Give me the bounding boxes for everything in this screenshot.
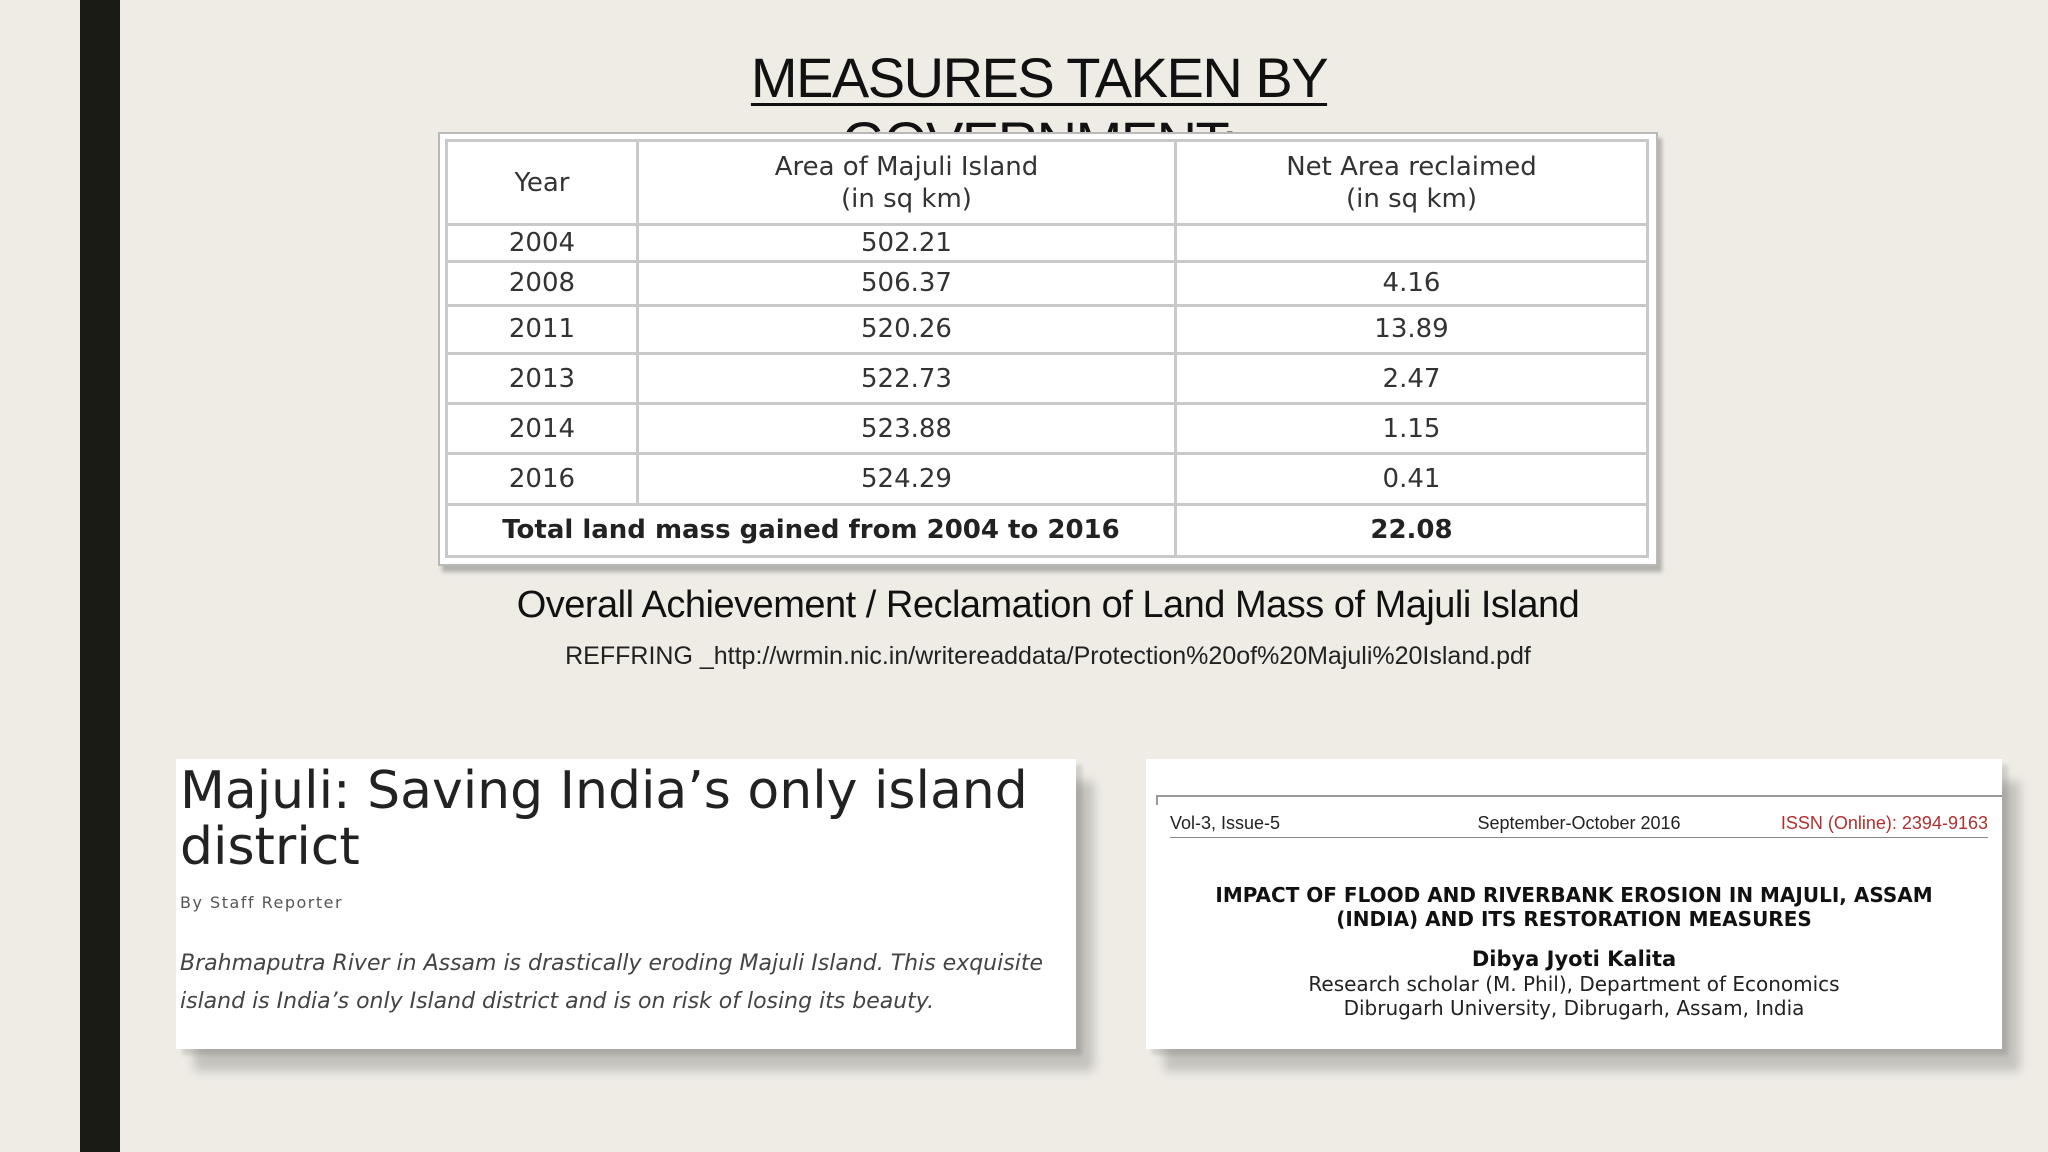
header-net-line1: Net Area reclaimed: [1286, 151, 1537, 182]
land-reclamation-table-image: Year Area of Majuli Island (in sq km) Ne…: [438, 132, 1658, 566]
area-cell: 506.37: [635, 259, 1178, 307]
slide-title: MEASURES TAKEN BY GOVERNMENT:: [600, 46, 1478, 138]
header-net-line2: (in sq km): [1346, 183, 1477, 214]
area-cell: 520.26: [635, 303, 1178, 355]
net-cell: 0.41: [1174, 452, 1649, 506]
table-total-row: Total land mass gained from 2004 to 2016…: [445, 502, 1649, 559]
net-cell: [1174, 223, 1649, 263]
header-net-area: Net Area reclaimed (in sq km): [1174, 138, 1649, 227]
paper-affiliation-line2: Dibrugarh University, Dibrugarh, Assam, …: [1343, 996, 1805, 1020]
paper-author: Dibya Jyoti Kalita: [1471, 947, 1677, 971]
paper-affiliation: Research scholar (M. Phil), Department o…: [1146, 972, 2002, 1020]
paper-meta-row: Vol-3, Issue-5 September-October 2016 IS…: [1170, 813, 1988, 838]
year-cell: 2014: [445, 402, 639, 456]
paper-clipping: Vol-3, Issue-5 September-October 2016 IS…: [1146, 759, 2002, 1049]
table-row: 2004 502.21: [445, 223, 1649, 263]
paper-volume: Vol-3, Issue-5: [1170, 813, 1281, 833]
paper-header-rule: [1158, 795, 2002, 797]
table-row: 2011 520.26 13.89: [445, 303, 1649, 355]
reference-url: REFFRING _http://wrmin.nic.in/writereadd…: [565, 642, 1531, 670]
slide-title-text: MEASURES TAKEN BY GOVERNMENT:: [750, 46, 1329, 138]
net-cell: 1.15: [1174, 402, 1649, 456]
land-reclamation-table: Year Area of Majuli Island (in sq km) Ne…: [445, 138, 1649, 559]
table-row: 2008 506.37 4.16: [445, 259, 1649, 307]
paper-issn: ISSN (Online): 2394-9163: [1780, 813, 1988, 833]
area-cell: 522.73: [635, 351, 1178, 406]
year-cell: 2016: [445, 452, 639, 506]
year-cell: 2004: [445, 223, 639, 263]
news-headline: Majuli: Saving India’s only island distr…: [180, 761, 1028, 877]
total-value: 22.08: [1174, 502, 1649, 559]
paper-header-tick: [1156, 795, 1158, 805]
header-year: Year: [445, 138, 639, 227]
table-row: 2016 524.29 0.41: [445, 452, 1649, 506]
area-cell: 502.21: [635, 223, 1178, 263]
news-byline: By Staff Reporter: [180, 893, 344, 912]
paper-title-line2: (INDIA) AND ITS RESTORATION MEASURES: [1336, 907, 1812, 931]
table-row: 2014 523.88 1.15: [445, 402, 1649, 456]
news-clipping: Majuli: Saving India’s only island distr…: [176, 759, 1076, 1049]
news-summary: Brahmaputra River in Assam is drasticall…: [180, 951, 1043, 1014]
header-area-line2: (in sq km): [841, 183, 972, 214]
paper-title-line1: IMPACT OF FLOOD AND RIVERBANK EROSION IN…: [1215, 883, 1933, 907]
paper-title: IMPACT OF FLOOD AND RIVERBANK EROSION IN…: [1146, 883, 2002, 931]
paper-date: September-October 2016: [1477, 813, 1681, 833]
year-cell: 2013: [445, 351, 639, 406]
area-cell: 523.88: [635, 402, 1178, 456]
table-row: 2013 522.73 2.47: [445, 351, 1649, 406]
area-cell: 524.29: [635, 452, 1178, 506]
year-cell: 2008: [445, 259, 639, 307]
table-header-row: Year Area of Majuli Island (in sq km) Ne…: [445, 138, 1649, 227]
side-accent-bar: [80, 0, 120, 1152]
paper-affiliation-line1: Research scholar (M. Phil), Department o…: [1308, 972, 1840, 996]
net-cell: 13.89: [1174, 303, 1649, 355]
header-area: Area of Majuli Island (in sq km): [635, 138, 1178, 227]
net-cell: 4.16: [1174, 259, 1649, 307]
year-cell: 2011: [445, 303, 639, 355]
net-cell: 2.47: [1174, 351, 1649, 406]
total-label: Total land mass gained from 2004 to 2016: [445, 502, 1177, 559]
table-caption: Overall Achievement / Reclamation of Lan…: [516, 584, 1580, 626]
header-area-line1: Area of Majuli Island: [774, 151, 1039, 182]
